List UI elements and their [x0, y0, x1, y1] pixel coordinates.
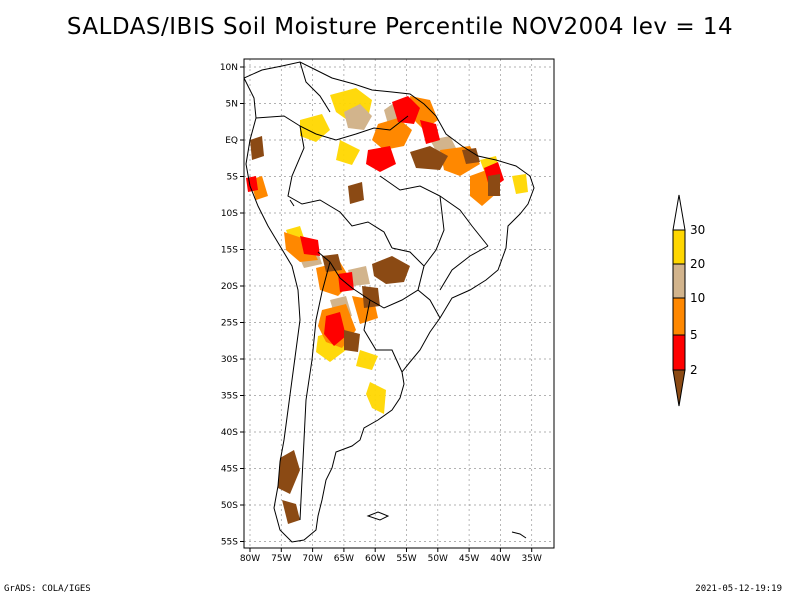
lat-tick-label: 10N	[220, 63, 238, 73]
lon-tick-label: 60W	[365, 554, 385, 564]
lat-tick-label: 35S	[221, 392, 238, 402]
percentile-shading	[246, 88, 528, 524]
colorbar-legend	[672, 194, 686, 407]
lat-tick-label: 5N	[226, 100, 238, 110]
lon-tick-label: 40W	[490, 554, 510, 564]
continent-outlines	[244, 61, 535, 543]
lat-tick-label: 55S	[221, 538, 238, 548]
lon-tick-label: 65W	[334, 554, 354, 564]
lat-tick-label: 20S	[221, 282, 238, 292]
longitude-axis: 80W 75W 70W 65W 60W 55W 50W 45W 40W 35W	[240, 548, 542, 564]
map-frame	[243, 58, 555, 549]
map-title: SALDAS/IBIS Soil Moisture Percentile NOV…	[66, 14, 734, 40]
footer-credit: GrADS: COLA/IGES	[4, 584, 91, 594]
south-america-coastline	[244, 61, 535, 543]
lon-tick-label: 75W	[271, 554, 291, 564]
legend-label: 10	[690, 291, 705, 305]
legend-arrow-top	[672, 194, 686, 231]
lon-tick-label: 70W	[302, 554, 322, 564]
legend-label: 20	[690, 257, 705, 271]
legend-band-2-5	[672, 334, 686, 371]
lat-tick-label: EQ	[225, 136, 238, 146]
lon-tick-label: 45W	[459, 554, 479, 564]
legend-band-10-20	[672, 263, 686, 299]
lon-tick-label: 80W	[240, 554, 260, 564]
legend-label: 30	[690, 223, 705, 237]
lon-tick-label: 55W	[396, 554, 416, 564]
legend-band-20-30	[672, 229, 686, 265]
lat-tick-label: 40S	[221, 428, 238, 438]
lat-tick-label: 10S	[221, 209, 238, 219]
lat-tick-label: 45S	[221, 465, 238, 475]
lon-tick-label: 35W	[522, 554, 542, 564]
lat-tick-label: 15S	[221, 246, 238, 256]
lon-tick-label: 50W	[428, 554, 448, 564]
legend-labels: 2 5 10 20 30	[690, 223, 705, 377]
legend-band-5-10	[672, 297, 686, 336]
legend-label: 5	[690, 328, 698, 342]
islands	[289, 199, 527, 539]
lat-tick-label: 50S	[221, 501, 238, 511]
footer-timestamp: 2021-05-12-19:19	[695, 584, 782, 594]
legend-label: 2	[690, 363, 698, 377]
legend-arrow-bottom	[672, 369, 686, 407]
lat-tick-label: 5S	[227, 173, 239, 183]
lat-tick-label: 30S	[221, 355, 238, 365]
lat-tick-label: 25S	[221, 319, 238, 329]
latitude-axis: 10N 5N EQ 5S 10S 15S 20S 25S 30S 35S 40S 45S 50S 55S	[220, 63, 244, 548]
